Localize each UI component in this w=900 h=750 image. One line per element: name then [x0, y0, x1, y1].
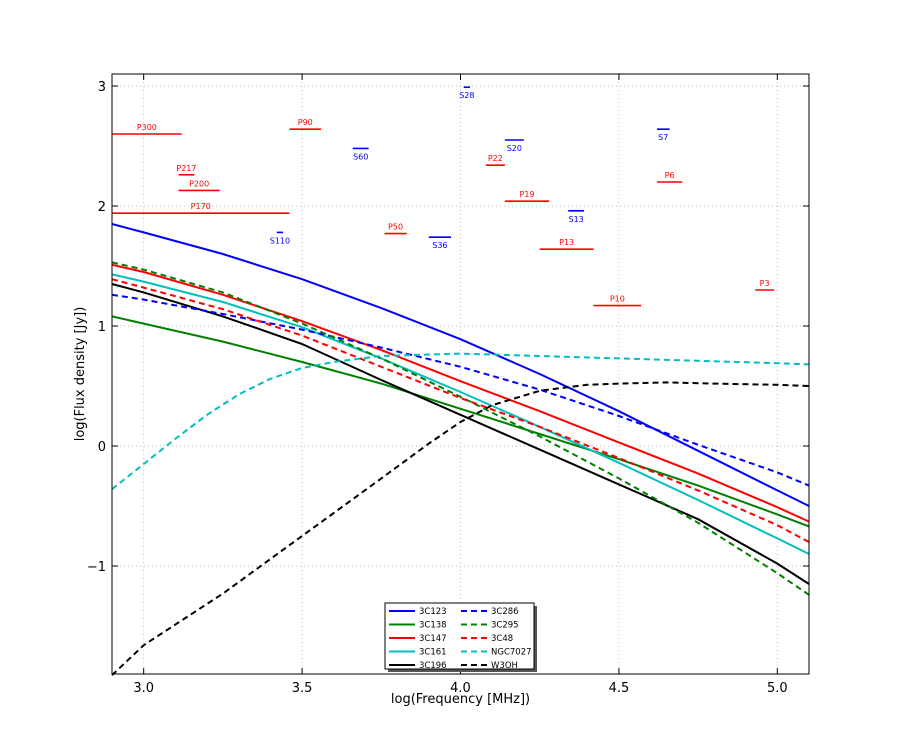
- legend-label: 3C48: [491, 634, 513, 644]
- band-segment-label: S20: [507, 144, 522, 153]
- series-line: [111, 261, 810, 596]
- legend-label: 3C196: [419, 661, 447, 671]
- axis-ticks: 3.0 3.5 4.0 4.5 5.0 −1 0 1 2 3: [87, 74, 809, 696]
- band-segment-label: P90: [298, 118, 313, 127]
- band-segment-label: P170: [191, 202, 211, 211]
- band-segment-label: P200: [189, 179, 209, 188]
- legend-label: NGC7027: [491, 648, 532, 658]
- legend-label: 3C286: [491, 607, 519, 617]
- legend-label: 3C161: [419, 648, 447, 658]
- series-line: [111, 273, 810, 555]
- x-tick-label: 3.5: [292, 681, 313, 696]
- band-segment-label: P22: [488, 154, 503, 163]
- band-segment-label: S13: [569, 215, 584, 224]
- y-tick-label: 1: [98, 320, 106, 335]
- band-segment-label: P6: [665, 171, 675, 180]
- grid: [112, 74, 809, 674]
- band-segment-label: P13: [559, 238, 574, 247]
- series-line: [111, 293, 810, 487]
- band-segment-label: S60: [353, 152, 368, 161]
- series-line: [111, 352, 810, 490]
- series-line: [111, 278, 810, 543]
- series-lines: [111, 223, 810, 676]
- x-axis-label: log(Frequency [MHz]): [391, 692, 530, 707]
- series-line: [111, 381, 810, 676]
- y-tick-label: −1: [87, 560, 106, 575]
- band-segment-label: P19: [520, 190, 535, 199]
- legend-label: 3C147: [419, 634, 447, 644]
- band-segment-label: P50: [388, 223, 403, 232]
- band-segment-label: P3: [760, 279, 770, 288]
- legend-label: 3C295: [491, 621, 519, 631]
- series-line: [111, 263, 810, 523]
- y-tick-label: 3: [98, 80, 106, 95]
- band-segment-labels: P300 P90 P217 P200 P170 P22 P50 P19 P13 P6 P10 P3 S2…: [137, 91, 770, 303]
- x-tick-label: 5.0: [767, 681, 788, 696]
- series-line: [111, 315, 810, 528]
- band-segments: [112, 86, 775, 307]
- y-axis-label: log(Flux density [Jy]): [73, 307, 88, 442]
- legend: 3C123 3C138 3C147 3C161 3C196 3C286 3C295 3C48 N…: [384, 602, 537, 672]
- band-segment-label: S36: [432, 241, 447, 250]
- series-line: [111, 223, 810, 507]
- x-tick-label: 4.5: [609, 681, 630, 696]
- x-tick-label: 4.0: [450, 681, 471, 696]
- band-segment-label: P217: [176, 164, 196, 173]
- band-segment-label: S7: [658, 133, 668, 142]
- y-tick-label: 2: [98, 200, 106, 215]
- band-segment-label: P300: [137, 123, 157, 132]
- y-tick-label: 0: [98, 440, 106, 455]
- legend-label: 3C138: [419, 621, 447, 631]
- legend-box: [384, 602, 535, 670]
- legend-label: W3OH: [491, 661, 518, 671]
- x-tick-label: 3.0: [133, 681, 154, 696]
- band-segment-label: S110: [270, 236, 290, 245]
- band-segment-label: P10: [610, 295, 625, 304]
- band-segment-label: S28: [459, 91, 474, 100]
- legend-label: 3C123: [419, 607, 447, 617]
